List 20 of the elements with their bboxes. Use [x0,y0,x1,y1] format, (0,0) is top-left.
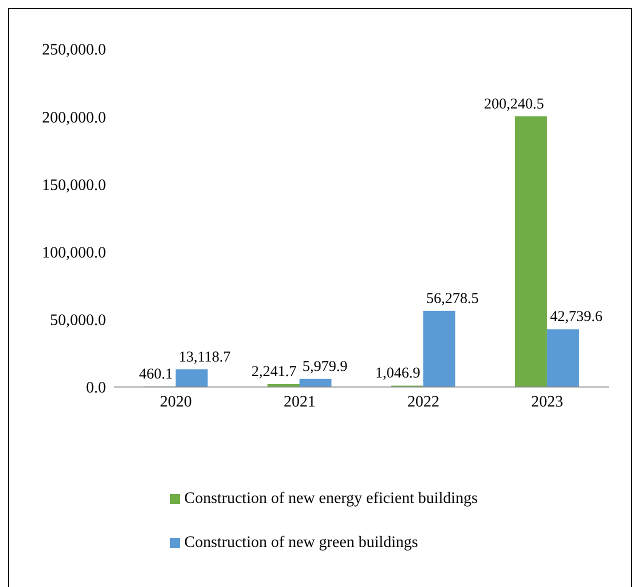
data-label: 42,739.6 [550,309,603,326]
y-tick-label: 250,000.0 [42,42,106,59]
y-tick-label: 100,000.0 [42,244,106,262]
legend-label: Construction of new green buildings [184,534,418,551]
y-tick-label: 150,000.0 [42,176,106,194]
data-label: 5,979.9 [302,358,348,375]
data-label: 1,046.9 [375,366,420,382]
data-label: 56,278.5 [426,290,479,307]
y-tick-label: 0.0 [86,380,106,397]
data-label: 460.1 [138,366,173,382]
data-label: 200,240.5 [484,96,544,112]
y-tick-label: 200,000.0 [42,109,106,126]
legend-label: Construction of new energy eficient buildings [184,490,478,507]
data-label: 2,241.7 [251,364,297,380]
data-label: 13,118.7 [178,349,232,366]
x-tick-label: 2021 [284,393,316,410]
x-tick-label: 2022 [407,393,440,410]
x-tick-label: 2020 [160,393,192,410]
y-tick-label: 50,000.0 [50,312,106,330]
x-tick-label: 2023 [531,393,564,410]
